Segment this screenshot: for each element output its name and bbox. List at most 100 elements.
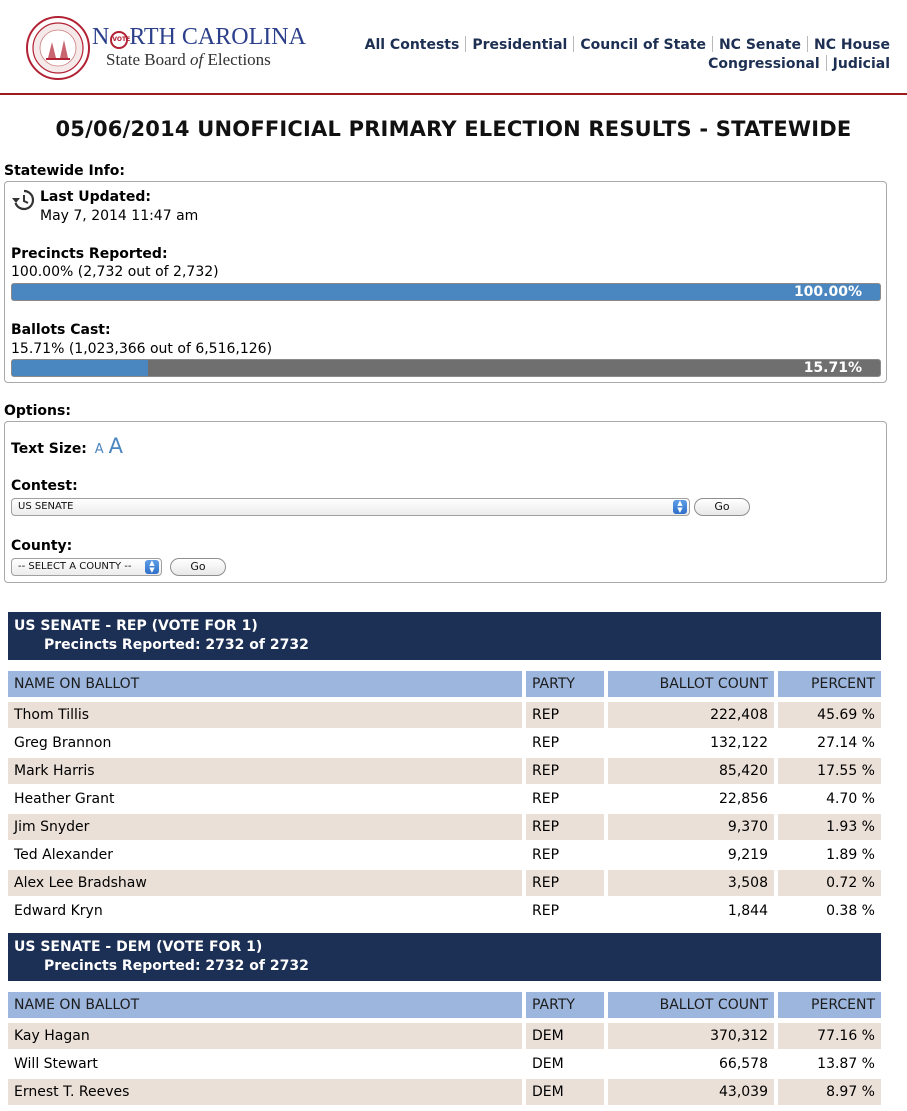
- candidate-party: REP: [532, 791, 560, 807]
- table-row: Kay Hagan DEM 370,312 77.16 %: [8, 1022, 881, 1050]
- candidate-ballot-count: 9,219: [727, 847, 768, 863]
- nav-presidential[interactable]: Presidential: [472, 37, 568, 53]
- table-row: Mark Harris REP 85,420 17.55 %: [8, 757, 881, 785]
- candidate-party: REP: [532, 847, 560, 863]
- column-header-name[interactable]: NAME ON BALLOT: [8, 671, 522, 697]
- candidate-ballot-count: 22,856: [719, 791, 768, 807]
- table-row: Will Stewart DEM 66,578 13.87 %: [8, 1050, 881, 1078]
- column-header-party[interactable]: PARTY: [526, 992, 604, 1018]
- candidate-name: Ernest T. Reeves: [8, 1079, 522, 1105]
- candidate-party: REP: [526, 758, 604, 784]
- ballots-progress-bar: 15.71%: [11, 359, 881, 377]
- candidate-percent: 13.87 %: [817, 1056, 875, 1072]
- column-header-party[interactable]: PARTY: [526, 671, 604, 697]
- contest-label: Contest:: [11, 478, 78, 494]
- candidate-name: Kay Hagan: [8, 1023, 522, 1049]
- candidate-percent: 27.14 %: [817, 735, 875, 751]
- candidate-party: DEM: [526, 1023, 604, 1049]
- candidate-ballot-count: 66,578: [719, 1056, 768, 1072]
- nav-nc-house[interactable]: NC House: [814, 37, 890, 53]
- table-row: Heather Grant REP 22,856 4.70 %: [8, 785, 881, 813]
- last-updated-label: Last Updated:: [40, 189, 151, 205]
- precincts-progress-fill: [12, 284, 880, 300]
- state-seal-logo[interactable]: [26, 16, 90, 80]
- candidate-name: Greg Brannon: [14, 735, 112, 751]
- candidate-ballot-count: 85,420: [608, 758, 774, 784]
- ballots-cast-value: 15.71% (1,023,366 out of 6,516,126): [11, 341, 273, 357]
- candidate-percent: 0.72 %: [778, 870, 881, 896]
- nav-judicial[interactable]: Judicial: [832, 56, 890, 72]
- precincts-progress-text: 100.00%: [793, 284, 862, 300]
- table-row: Greg Brannon REP 132,122 27.14 %: [8, 729, 881, 757]
- candidate-party: DEM: [526, 1079, 604, 1105]
- candidate-party: REP: [526, 814, 604, 840]
- table-row: Thom Tillis REP 222,408 45.69 %: [8, 701, 881, 729]
- county-label: County:: [11, 538, 73, 554]
- nav-all-contests[interactable]: All Contests: [364, 37, 460, 53]
- text-size-control: Text Size: A A: [11, 434, 123, 458]
- contest-precincts: Precincts Reported: 2732 of 2732: [44, 958, 309, 974]
- select-arrows-icon: ▲ ▼: [673, 500, 687, 514]
- brand-title: N VOTERTH CAROLINA: [92, 24, 306, 50]
- contest-header-rep: US SENATE - REP (VOTE FOR 1) Precincts R…: [8, 612, 881, 660]
- ballots-progress-fill: [12, 360, 149, 376]
- column-header-percent[interactable]: PERCENT: [778, 992, 881, 1018]
- nav-divider: [573, 36, 575, 52]
- contest-title: US SENATE - REP (VOTE FOR 1): [14, 618, 258, 634]
- column-header-ballot-count[interactable]: BALLOT COUNT: [608, 671, 774, 697]
- text-size-large-button[interactable]: A: [108, 434, 123, 458]
- contest-select-value: US SENATE: [18, 501, 74, 512]
- options-panel: Text Size: A A Contest: US SENATE ▲ ▼ Go …: [4, 421, 887, 583]
- column-header-percent[interactable]: PERCENT: [778, 671, 881, 697]
- contest-precincts: Precincts Reported: 2732 of 2732: [44, 637, 309, 653]
- table-row: Jim Snyder REP 9,370 1.93 %: [8, 813, 881, 841]
- candidate-party: REP: [532, 903, 560, 919]
- vote-badge-icon: VOTE: [110, 31, 130, 49]
- nav-nc-senate[interactable]: NC Senate: [718, 37, 801, 53]
- options-label: Options:: [4, 403, 71, 419]
- nav-divider: [807, 36, 808, 52]
- nav-divider: [825, 55, 827, 71]
- brand-subtitle: State Board of Elections: [106, 50, 271, 69]
- top-navigation: All Contests Presidential Council of State…: [330, 36, 890, 74]
- ballots-cast-label: Ballots Cast:: [11, 322, 111, 338]
- candidate-name: Thom Tillis: [8, 702, 522, 728]
- table-row: Ernest T. Reeves DEM 43,039 8.97 %: [8, 1078, 881, 1106]
- text-size-small-button[interactable]: A: [94, 442, 104, 457]
- ballots-progress-text: 15.71%: [803, 360, 862, 376]
- column-header-ballot-count[interactable]: BALLOT COUNT: [608, 992, 774, 1018]
- candidate-name: Will Stewart: [14, 1056, 98, 1072]
- precincts-reported-value: 100.00% (2,732 out of 2,732): [11, 264, 219, 280]
- candidate-name: Mark Harris: [8, 758, 522, 784]
- contest-go-button[interactable]: Go: [694, 498, 750, 516]
- candidate-name: Jim Snyder: [8, 814, 522, 840]
- column-header-name[interactable]: NAME ON BALLOT: [8, 992, 522, 1018]
- contest-header-dem: US SENATE - DEM (VOTE FOR 1) Precincts R…: [8, 933, 881, 981]
- candidate-name: Alex Lee Bradshaw: [8, 870, 522, 896]
- brand-block[interactable]: N VOTERTH CAROLINA State Board of Electio…: [92, 24, 306, 70]
- county-go-button[interactable]: Go: [170, 558, 226, 576]
- header-divider: [0, 93, 907, 95]
- candidate-percent: 77.16 %: [778, 1023, 881, 1049]
- text-size-label: Text Size:: [11, 441, 87, 457]
- candidate-name: Edward Kryn: [14, 903, 103, 919]
- table-header-row: NAME ON BALLOT PARTY BALLOT COUNT PERCEN…: [8, 991, 881, 1019]
- candidate-percent: 45.69 %: [778, 702, 881, 728]
- county-select[interactable]: -- SELECT A COUNTY -- ▲ ▼: [11, 558, 162, 576]
- contest-select[interactable]: US SENATE ▲ ▼: [11, 498, 690, 516]
- contest-title: US SENATE - DEM (VOTE FOR 1): [14, 939, 263, 955]
- nav-divider: [711, 36, 713, 52]
- site-header: N VOTERTH CAROLINA State Board of Electio…: [0, 0, 907, 94]
- candidate-percent: 17.55 %: [778, 758, 881, 784]
- nav-council-of-state[interactable]: Council of State: [580, 37, 706, 53]
- candidate-percent: 1.93 %: [778, 814, 881, 840]
- nav-congressional[interactable]: Congressional: [708, 56, 820, 72]
- last-updated-value: May 7, 2014 11:47 am: [40, 208, 199, 224]
- candidate-ballot-count: 43,039: [608, 1079, 774, 1105]
- candidate-percent: 4.70 %: [826, 791, 875, 807]
- table-row: Edward Kryn REP 1,844 0.38 %: [8, 897, 881, 925]
- candidate-ballot-count: 9,370: [608, 814, 774, 840]
- nav-divider: [465, 36, 467, 52]
- candidate-percent: 0.38 %: [826, 903, 875, 919]
- candidate-name: Heather Grant: [14, 791, 115, 807]
